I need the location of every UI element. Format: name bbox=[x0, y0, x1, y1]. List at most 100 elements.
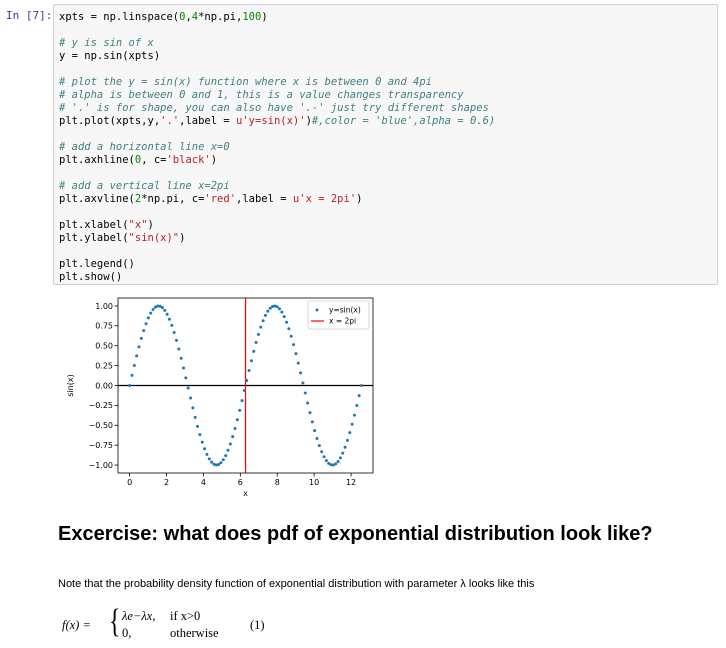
data-point bbox=[306, 401, 310, 405]
data-point bbox=[174, 338, 178, 342]
data-point bbox=[254, 341, 258, 345]
x-tick-label: 6 bbox=[238, 478, 243, 487]
data-point bbox=[163, 308, 167, 312]
legend-label: x = 2pi bbox=[329, 317, 356, 326]
x-axis-label: x bbox=[243, 489, 248, 498]
y-tick-label: −0.25 bbox=[88, 401, 113, 410]
data-point bbox=[160, 306, 164, 310]
legend-label: y=sin(x) bbox=[329, 306, 361, 315]
code-token: ,label = bbox=[179, 115, 237, 127]
code-cell-input[interactable]: xpts = np.linspace(0,4*np.pi,100) # y is … bbox=[53, 4, 718, 285]
x-tick-label: 12 bbox=[346, 478, 356, 487]
data-point bbox=[142, 329, 146, 333]
data-point bbox=[324, 459, 328, 463]
data-point bbox=[341, 451, 345, 455]
code-line bbox=[59, 24, 495, 37]
code-token: # y is sin of x bbox=[59, 37, 154, 49]
data-point bbox=[285, 320, 289, 324]
code-token: # add a horizontal line x=0 bbox=[59, 141, 230, 153]
code-token: # plot the y = sin(x) function where x i… bbox=[59, 76, 432, 88]
code-token: "sin(x)" bbox=[128, 232, 180, 244]
code-line: # add a vertical line x=2pi bbox=[59, 180, 495, 193]
data-point bbox=[352, 413, 356, 417]
code-line: plt.show() bbox=[59, 271, 495, 284]
description-text: Note that the probability density functi… bbox=[58, 578, 535, 590]
data-point bbox=[191, 406, 195, 410]
data-point bbox=[350, 422, 354, 426]
data-point bbox=[207, 457, 211, 461]
data-point bbox=[245, 378, 249, 382]
code-token: plt.ylabel( bbox=[59, 232, 129, 244]
data-point bbox=[196, 424, 200, 428]
y-tick-label: 0.50 bbox=[95, 342, 113, 351]
data-point bbox=[275, 305, 279, 309]
data-point bbox=[338, 456, 342, 460]
data-point bbox=[158, 304, 162, 308]
data-point bbox=[149, 311, 153, 315]
data-point bbox=[139, 336, 143, 340]
data-point bbox=[240, 399, 244, 403]
data-point bbox=[334, 462, 338, 466]
code-token: y = np.sin(xpts) bbox=[59, 50, 161, 62]
data-point bbox=[226, 448, 230, 452]
data-point bbox=[203, 447, 207, 451]
code-token: , bbox=[185, 11, 192, 23]
y-tick-label: 0.75 bbox=[95, 322, 113, 331]
y-tick-label: 0.25 bbox=[95, 361, 113, 370]
data-point bbox=[343, 445, 347, 449]
code-token: plt.axvline( bbox=[59, 193, 135, 205]
x-tick-label: 2 bbox=[164, 478, 169, 487]
code-editor[interactable]: xpts = np.linspace(0,4*np.pi,100) # y is … bbox=[59, 11, 495, 284]
data-point bbox=[247, 368, 251, 372]
data-point bbox=[270, 304, 274, 308]
data-point bbox=[242, 389, 246, 393]
data-point bbox=[310, 420, 314, 424]
data-point bbox=[167, 317, 171, 321]
data-point bbox=[303, 391, 307, 395]
data-point bbox=[273, 304, 277, 308]
data-point bbox=[263, 313, 267, 317]
data-point bbox=[235, 418, 239, 422]
data-point bbox=[128, 384, 132, 387]
data-point bbox=[348, 431, 352, 435]
code-token: ) bbox=[179, 232, 186, 244]
code-line: # alpha is between 0 and 1, this is a va… bbox=[59, 89, 495, 102]
data-point bbox=[329, 463, 333, 467]
data-point bbox=[172, 330, 176, 334]
data-point bbox=[179, 356, 183, 360]
data-point bbox=[299, 371, 303, 375]
data-point bbox=[170, 323, 174, 327]
data-point bbox=[355, 404, 359, 408]
code-token: #,color = 'blue',alpha = 0.6) bbox=[311, 115, 496, 127]
data-point bbox=[130, 373, 134, 377]
data-point bbox=[156, 304, 160, 308]
data-point bbox=[146, 316, 150, 320]
data-point bbox=[280, 310, 284, 314]
data-point bbox=[221, 458, 225, 462]
code-token: u'x = 2pi' bbox=[292, 193, 357, 205]
x-tick-label: 4 bbox=[201, 478, 206, 487]
code-token: # '.' is for shape, you can also have '.… bbox=[59, 102, 489, 114]
data-point bbox=[224, 454, 228, 458]
data-point bbox=[282, 315, 286, 319]
data-point bbox=[345, 438, 349, 442]
data-point bbox=[217, 463, 221, 467]
y-tick-label: −1.00 bbox=[88, 461, 113, 470]
code-line bbox=[59, 245, 495, 258]
legend-box bbox=[307, 300, 370, 330]
data-point bbox=[259, 325, 263, 329]
code-token: 100 bbox=[242, 11, 262, 23]
data-point bbox=[228, 442, 232, 446]
data-point bbox=[233, 427, 237, 431]
code-token: ) bbox=[305, 115, 312, 127]
code-token: ,label = bbox=[236, 193, 293, 205]
data-point bbox=[317, 444, 321, 448]
data-point bbox=[153, 305, 157, 309]
data-point bbox=[181, 366, 185, 370]
data-point bbox=[296, 361, 300, 365]
data-point bbox=[198, 433, 202, 437]
code-token: *np.pi, c= bbox=[141, 193, 205, 205]
code-token: # alpha is between 0 and 1, this is a va… bbox=[59, 89, 464, 101]
code-token: ) bbox=[147, 219, 154, 231]
code-line bbox=[59, 167, 495, 180]
